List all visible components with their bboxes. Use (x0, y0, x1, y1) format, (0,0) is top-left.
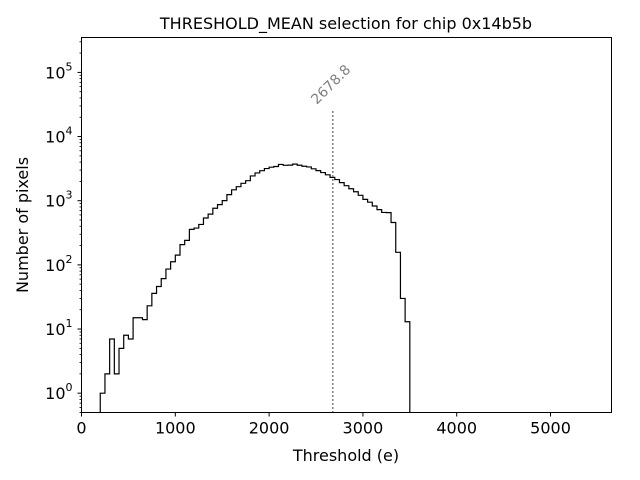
x-tick-label: 5000 (530, 419, 571, 438)
histogram-step-line (99, 163, 411, 413)
y-tick-label: 100 (45, 381, 72, 403)
chart-title: THRESHOLD_MEAN selection for chip 0x14b5… (159, 14, 532, 34)
x-tick-label: 4000 (436, 419, 477, 438)
x-tick-label: 3000 (343, 419, 384, 438)
x-axis-label: Threshold (e) (292, 446, 399, 465)
x-tick-label: 1000 (155, 419, 196, 438)
x-axis: 0 1000 2000 3000 4000 5000 (76, 412, 571, 438)
x-tick-label: 0 (76, 419, 86, 438)
plot-area: 2678.8 (99, 62, 411, 413)
y-tick-label: 101 (45, 317, 72, 339)
x-tick-label: 2000 (249, 419, 290, 438)
threshold-marker-label: 2678.8 (308, 62, 354, 108)
y-axis-label: Number of pixels (13, 157, 32, 293)
y-axis: 100 101 102 103 104 105 (45, 41, 82, 413)
y-tick-label: 105 (45, 60, 72, 82)
y-tick-label: 102 (45, 253, 72, 275)
y-tick-label: 104 (45, 125, 72, 147)
y-tick-label: 103 (45, 189, 72, 211)
plot-frame (81, 37, 612, 413)
